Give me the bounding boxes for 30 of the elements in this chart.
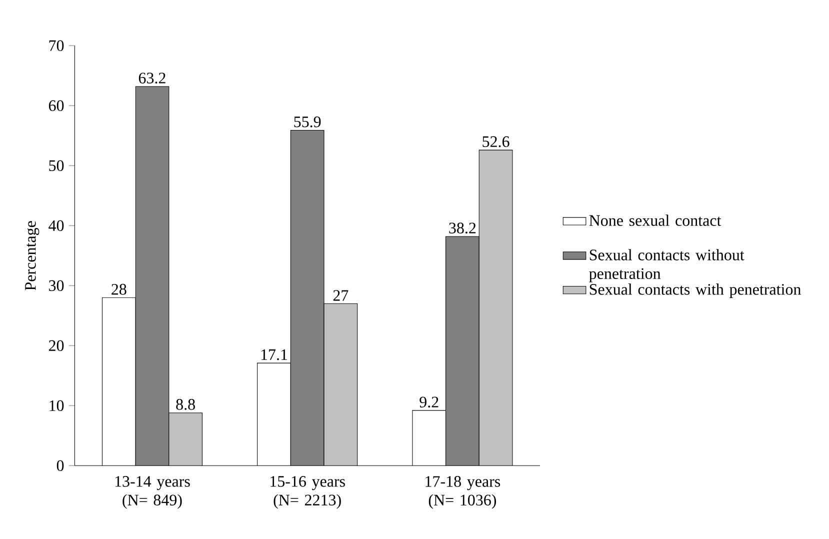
data-label: 38.2 <box>449 222 476 234</box>
y-tick-label: 0 <box>56 460 64 472</box>
x-tick-label: 17-18 years (N= 1036) <box>426 476 500 509</box>
legend-label: Sexual contacts with penetration <box>590 284 801 298</box>
data-label: 17.1 <box>261 349 288 360</box>
bar <box>168 412 202 466</box>
data-label: 52.6 <box>482 136 510 148</box>
y-axis-title: Percentage <box>25 221 40 290</box>
data-label: 27 <box>333 290 348 301</box>
y-tick-label: 50 <box>49 160 64 172</box>
bar <box>478 150 513 466</box>
legend-label: None sexual contact <box>589 214 722 226</box>
data-label: 28 <box>112 284 126 295</box>
y-tick-label: 30 <box>49 280 64 292</box>
data-label: 9.2 <box>420 396 438 408</box>
bar <box>290 130 324 466</box>
x-tick-label: 13-14 years (N= 849) <box>115 476 190 509</box>
bar <box>136 86 169 466</box>
y-tick-label: 20 <box>48 340 64 352</box>
legend-label: Sexual contacts without penetration <box>589 249 744 282</box>
data-label: 63.2 <box>138 72 166 84</box>
x-tick-label: 15-16 years (N= 2213) <box>270 476 345 509</box>
bar <box>446 236 480 466</box>
y-tick-label: 10 <box>50 400 64 412</box>
y-tick-label: 40 <box>48 220 64 232</box>
data-label: 8.8 <box>176 399 195 410</box>
bar <box>324 304 358 466</box>
data-label: 55.9 <box>294 116 321 128</box>
y-tick-label: 60 <box>48 100 64 112</box>
y-tick-label: 70 <box>49 40 64 52</box>
